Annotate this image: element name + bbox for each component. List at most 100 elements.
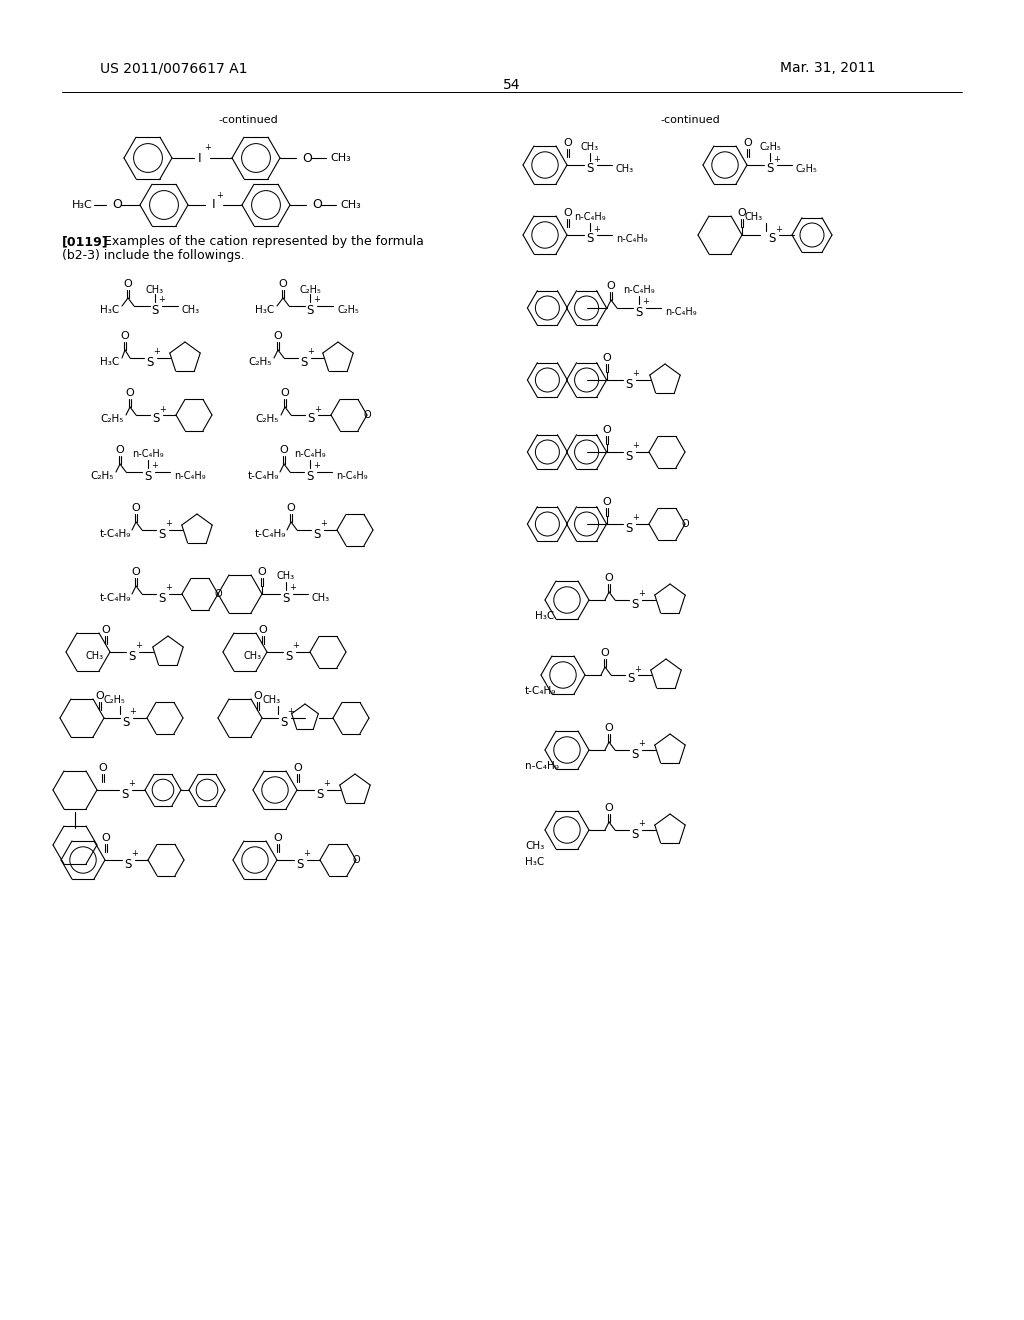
Text: -continued: -continued	[218, 115, 278, 125]
Text: O: O	[132, 568, 140, 577]
Text: O: O	[101, 624, 111, 635]
Text: O: O	[258, 568, 266, 577]
Text: +: +	[633, 441, 639, 450]
Text: O: O	[364, 411, 371, 420]
Text: t-C₄H₉: t-C₄H₉	[100, 593, 131, 603]
Text: O: O	[603, 498, 611, 507]
Text: O: O	[563, 209, 572, 218]
Text: CH₃: CH₃	[330, 153, 351, 162]
Text: O: O	[101, 833, 111, 843]
Text: S: S	[159, 528, 166, 540]
Text: CH₃: CH₃	[581, 143, 599, 152]
Text: CH₃: CH₃	[263, 696, 281, 705]
Text: S: S	[768, 232, 776, 246]
Text: n-C₄H₉: n-C₄H₉	[616, 234, 647, 244]
Text: O: O	[606, 281, 615, 290]
Text: O: O	[121, 331, 129, 341]
Text: t-C₄H₉: t-C₄H₉	[248, 471, 280, 480]
Text: S: S	[296, 858, 304, 870]
Text: O: O	[281, 388, 290, 399]
Text: CH₃: CH₃	[86, 651, 104, 661]
Text: O: O	[132, 503, 140, 513]
Text: O: O	[95, 690, 104, 701]
Text: I: I	[212, 198, 216, 211]
Text: H₃C: H₃C	[525, 857, 544, 867]
Text: +: +	[293, 642, 299, 651]
Text: O: O	[604, 803, 613, 813]
Text: +: +	[131, 850, 138, 858]
Text: +: +	[321, 520, 328, 528]
Text: n-C₄H₉: n-C₄H₉	[665, 308, 696, 317]
Text: H₃C: H₃C	[100, 356, 119, 367]
Text: +: +	[773, 154, 780, 164]
Text: S: S	[128, 649, 136, 663]
Text: O: O	[601, 648, 609, 657]
Text: CH₃: CH₃	[243, 651, 261, 661]
Text: O: O	[604, 573, 613, 583]
Text: n-C₄H₉: n-C₄H₉	[574, 213, 606, 222]
Text: O: O	[259, 624, 267, 635]
Text: H₃C: H₃C	[100, 305, 119, 315]
Text: +: +	[594, 154, 600, 164]
Text: +: +	[159, 296, 166, 305]
Text: O: O	[98, 763, 108, 774]
Text: +: +	[290, 583, 296, 593]
Text: S: S	[626, 521, 633, 535]
Text: O: O	[116, 445, 124, 455]
Text: O: O	[603, 352, 611, 363]
Text: O: O	[124, 279, 132, 289]
Text: -continued: -continued	[660, 115, 720, 125]
Text: S: S	[626, 378, 633, 391]
Text: S: S	[124, 858, 132, 870]
Text: +: +	[313, 296, 321, 305]
Text: C₂H₅: C₂H₅	[337, 305, 358, 315]
Text: H₃C: H₃C	[255, 305, 274, 315]
Text: +: +	[160, 404, 167, 413]
Text: O: O	[294, 763, 302, 774]
Text: +: +	[216, 190, 223, 199]
Text: S: S	[587, 162, 594, 176]
Text: S: S	[635, 305, 643, 318]
Text: S: S	[121, 788, 129, 800]
Text: O: O	[302, 152, 312, 165]
Text: C₂H₅: C₂H₅	[248, 356, 271, 367]
Text: CH₃: CH₃	[276, 572, 295, 581]
Text: S: S	[144, 470, 152, 483]
Text: CH₃: CH₃	[340, 201, 360, 210]
Text: n-C₄H₉: n-C₄H₉	[132, 449, 164, 459]
Text: +: +	[135, 642, 142, 651]
Text: +: +	[288, 708, 295, 717]
Text: n-C₄H₉: n-C₄H₉	[525, 762, 559, 771]
Text: C₂H₅: C₂H₅	[255, 414, 279, 424]
Text: S: S	[632, 828, 639, 841]
Text: S: S	[628, 672, 635, 685]
Text: n-C₄H₉: n-C₄H₉	[336, 471, 368, 480]
Text: +: +	[205, 144, 211, 153]
Text: O: O	[681, 519, 689, 529]
Text: S: S	[283, 591, 290, 605]
Text: [0119]: [0119]	[62, 235, 109, 248]
Text: S: S	[626, 450, 633, 462]
Text: +: +	[635, 664, 641, 673]
Text: +: +	[324, 780, 331, 788]
Text: O: O	[273, 833, 283, 843]
Text: +: +	[313, 462, 321, 470]
Text: S: S	[152, 304, 159, 317]
Text: CH₃: CH₃	[616, 164, 634, 174]
Text: +: +	[639, 590, 645, 598]
Text: CH₃: CH₃	[146, 285, 164, 294]
Text: C₂H₅: C₂H₅	[90, 471, 114, 480]
Text: O: O	[214, 589, 222, 599]
Text: S: S	[766, 162, 774, 176]
Text: t-C₄H₉: t-C₄H₉	[255, 529, 287, 539]
Text: S: S	[281, 715, 288, 729]
Text: H₃C: H₃C	[72, 201, 93, 210]
Text: S: S	[307, 412, 314, 425]
Text: O: O	[563, 139, 572, 148]
Text: O: O	[112, 198, 122, 211]
Text: +: +	[307, 347, 314, 356]
Text: +: +	[775, 224, 782, 234]
Text: +: +	[639, 739, 645, 748]
Text: S: S	[306, 470, 313, 483]
Text: O: O	[287, 503, 295, 513]
